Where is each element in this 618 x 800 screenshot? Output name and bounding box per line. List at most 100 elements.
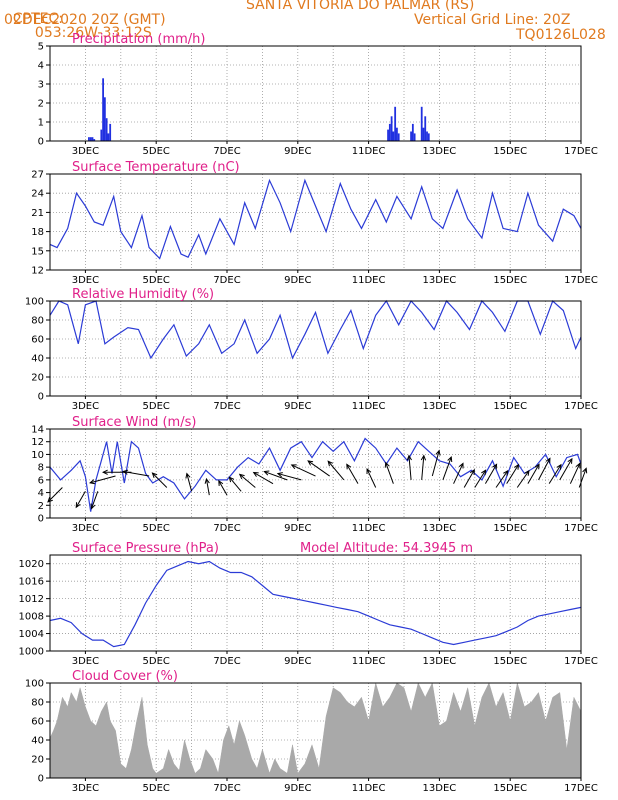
precip-bar bbox=[100, 129, 103, 141]
x-tick-label: 9DEC bbox=[284, 656, 311, 667]
x-tick-label: 15DEC bbox=[493, 146, 527, 157]
panel-1 bbox=[46, 45, 582, 144]
x-tick-label: 13DEC bbox=[423, 523, 457, 534]
x-tick-label: 3DEC bbox=[72, 783, 99, 794]
wind-arrow-head bbox=[252, 471, 259, 477]
x-tick-label: 15DEC bbox=[493, 523, 527, 534]
wind-arrow bbox=[453, 463, 464, 484]
precip-bar bbox=[105, 118, 108, 141]
wind-arrow bbox=[205, 478, 210, 496]
precip-bar bbox=[109, 123, 112, 141]
x-tick-label: 17DEC bbox=[564, 401, 598, 412]
x-tick-label: 13DEC bbox=[423, 275, 457, 286]
wind-arrow bbox=[327, 460, 345, 481]
wind-arrow bbox=[527, 464, 540, 484]
y-tick-label: 4 bbox=[38, 61, 44, 72]
y-tick-label: 100 bbox=[25, 679, 44, 690]
precip-bar bbox=[103, 97, 106, 141]
x-tick-label: 5DEC bbox=[143, 656, 170, 667]
wind-arrow bbox=[442, 456, 452, 481]
wind-arrow-head bbox=[435, 449, 441, 456]
wind-arrow bbox=[516, 470, 530, 488]
x-tick-label: 3DEC bbox=[72, 146, 99, 157]
panel-frame bbox=[49, 173, 582, 271]
wind-arrow bbox=[366, 468, 377, 488]
wind-arrow-head bbox=[458, 462, 464, 469]
y-tick-label: 40 bbox=[31, 354, 44, 365]
wind-arrow bbox=[538, 458, 551, 481]
x-tick-label: 7DEC bbox=[213, 523, 240, 534]
panel-title: Surface Pressure (hPa) bbox=[72, 541, 219, 556]
panel-2 bbox=[46, 173, 582, 273]
y-tick-label: 0 bbox=[38, 514, 44, 525]
y-tick-label: 12 bbox=[31, 437, 44, 448]
panel-frame bbox=[49, 554, 582, 652]
header-datetime: 02DEC2020 20Z (GMT) bbox=[4, 12, 166, 28]
x-tick-label: 9DEC bbox=[284, 783, 311, 794]
wind-arrow bbox=[264, 471, 288, 481]
y-tick-label: 2 bbox=[38, 99, 44, 110]
wind-arrow-head bbox=[556, 463, 562, 470]
x-tick-label: 17DEC bbox=[564, 783, 598, 794]
panel-title: Precipitation (mm/h) bbox=[72, 32, 205, 47]
precip-bar bbox=[91, 137, 94, 141]
wind-arrow bbox=[484, 464, 498, 484]
wind-arrow-head bbox=[384, 461, 390, 468]
series-line bbox=[49, 437, 582, 512]
precip-bar bbox=[410, 131, 412, 141]
x-tick-label: 15DEC bbox=[493, 401, 527, 412]
y-tick-label: 1008 bbox=[19, 612, 44, 623]
wind-arrow bbox=[186, 473, 193, 492]
wind-arrow bbox=[228, 476, 242, 492]
precip-bar bbox=[394, 106, 397, 141]
x-tick-label: 9DEC bbox=[284, 146, 311, 157]
header-model-id: TQ0126L028 bbox=[516, 27, 606, 43]
wind-arrow-head bbox=[420, 454, 427, 461]
x-tick-label: 3DEC bbox=[72, 523, 99, 534]
x-tick-label: 5DEC bbox=[143, 275, 170, 286]
wind-arrow bbox=[506, 464, 519, 484]
precip-bar bbox=[387, 129, 389, 141]
precip-bar bbox=[424, 116, 427, 141]
y-tick-label: 0 bbox=[38, 774, 44, 785]
x-tick-label: 7DEC bbox=[213, 275, 240, 286]
wind-arrow-head bbox=[346, 463, 352, 470]
series-line bbox=[49, 560, 582, 648]
x-tick-label: 9DEC bbox=[284, 523, 311, 534]
y-tick-label: 1000 bbox=[19, 647, 44, 658]
wind-arrow-head bbox=[47, 496, 53, 503]
panel-subtitle: Model Altitude: 54.3945 m bbox=[300, 541, 473, 556]
panel-title: Surface Wind (m/s) bbox=[72, 415, 196, 430]
wind-arrow-head bbox=[513, 463, 520, 470]
x-tick-label: 17DEC bbox=[564, 146, 598, 157]
y-tick-label: 18 bbox=[31, 227, 44, 238]
wind-arrow-head bbox=[102, 469, 108, 475]
panel-frame bbox=[49, 682, 582, 779]
cloud-area bbox=[49, 682, 582, 779]
panel-5 bbox=[46, 554, 582, 654]
y-tick-label: 6 bbox=[38, 475, 44, 486]
wind-arrow bbox=[218, 480, 228, 496]
wind-arrow bbox=[569, 463, 581, 484]
precip-bar bbox=[422, 127, 425, 141]
y-tick-label: 1016 bbox=[19, 577, 44, 588]
wind-arrow bbox=[307, 460, 330, 477]
wind-arrow bbox=[385, 462, 394, 484]
panel-frame bbox=[49, 45, 582, 142]
x-tick-label: 15DEC bbox=[493, 783, 527, 794]
y-tick-label: 80 bbox=[31, 698, 44, 709]
wind-arrow bbox=[277, 473, 302, 481]
y-tick-label: 80 bbox=[31, 316, 44, 327]
precip-bar bbox=[89, 137, 92, 141]
wind-arrow-head bbox=[204, 477, 210, 484]
series-line bbox=[49, 178, 582, 260]
x-tick-label: 5DEC bbox=[143, 146, 170, 157]
wind-arrow bbox=[408, 455, 412, 480]
wind-arrow-head bbox=[88, 479, 96, 485]
x-tick-label: 11DEC bbox=[352, 146, 386, 157]
x-tick-label: 13DEC bbox=[423, 401, 457, 412]
wind-arrow-head bbox=[151, 472, 158, 478]
wind-arrow bbox=[152, 472, 168, 488]
y-tick-label: 2 bbox=[38, 501, 44, 512]
wind-arrow-head bbox=[567, 457, 573, 464]
